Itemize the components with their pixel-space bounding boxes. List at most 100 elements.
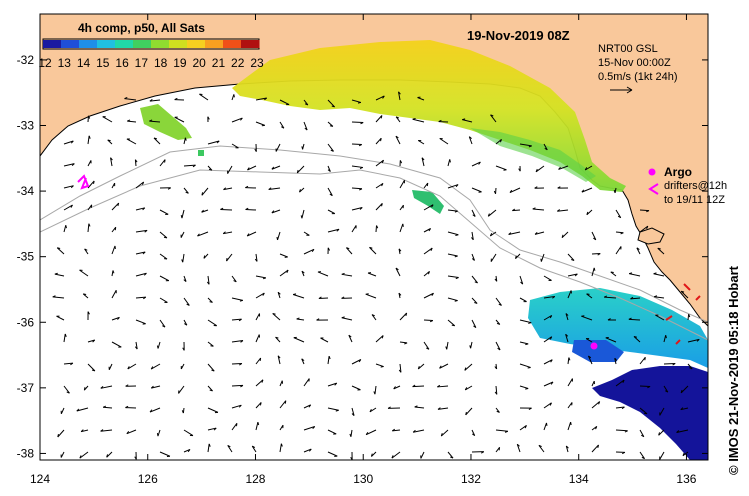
current-arrow (519, 319, 532, 324)
current-arrow (447, 209, 458, 212)
current-arrow (490, 253, 497, 262)
current-arrow-head (538, 444, 542, 448)
current-arrow (447, 231, 459, 236)
current-arrow (462, 119, 473, 123)
current-arrow-head (498, 303, 502, 306)
current-arrow-head (127, 366, 130, 370)
y-tick-label: -34 (17, 184, 35, 198)
current-arrow-head (182, 347, 185, 351)
current-arrow (231, 117, 243, 123)
current-arrow (639, 225, 649, 233)
current-arrow-head (54, 272, 58, 275)
colorbar-tick-label: 20 (193, 56, 207, 70)
current-arrow-head (87, 311, 90, 315)
current-arrow (587, 355, 593, 365)
current-arrow-head (455, 184, 459, 188)
current-arrow-head (207, 116, 210, 120)
current-arrow (604, 296, 617, 299)
current-arrow (255, 422, 259, 431)
current-arrow (586, 209, 593, 216)
current-arrow (391, 451, 401, 459)
current-arrow (591, 231, 597, 241)
current-arrow-head (348, 334, 352, 338)
current-arrow-head (427, 271, 430, 275)
current-arrow-head (239, 299, 243, 302)
map-frame (39, 13, 709, 461)
velocity-scale: 0.5m/s (1kt 24h) (598, 71, 677, 83)
current-arrow (279, 400, 287, 409)
current-arrow-head (464, 367, 467, 371)
current-arrow-head (360, 122, 364, 125)
current-arrow (135, 341, 138, 350)
current-arrow (657, 247, 665, 255)
current-arrow-head (412, 384, 416, 388)
current-arrow (318, 297, 329, 300)
current-arrow (231, 384, 243, 387)
current-arrow (471, 187, 482, 193)
current-arrow-head (395, 135, 399, 139)
current-arrow-head (430, 247, 433, 252)
current-arrow-head (398, 292, 402, 296)
current-arrow (565, 334, 569, 343)
current-arrow (303, 121, 308, 131)
current-arrow-head (646, 225, 649, 230)
current-arrow-head (257, 421, 260, 426)
current-arrow (157, 341, 161, 349)
current-arrow-head (471, 433, 475, 437)
current-arrow (423, 341, 430, 350)
current-arrow-head (301, 270, 305, 274)
current-arrow-head (550, 381, 554, 385)
current-arrow (567, 273, 578, 277)
current-arrow-head (549, 315, 553, 319)
current-arrow (581, 187, 593, 193)
current-arrow-head (597, 444, 600, 448)
current-arrow (63, 333, 66, 343)
sst-cool-inner (470, 128, 596, 182)
current-arrow-head (181, 410, 184, 414)
current-arrow-head (439, 365, 442, 369)
current-arrow (471, 253, 475, 261)
current-arrow-head (359, 207, 363, 210)
current-arrow (412, 118, 425, 123)
current-arrow-head (223, 187, 227, 190)
current-arrow-head (142, 207, 146, 211)
current-arrow-head (149, 409, 153, 413)
current-arrow (663, 385, 669, 393)
current-arrow-head (211, 369, 215, 372)
velocity-scale-arrow (610, 86, 633, 94)
current-arrow (636, 247, 641, 255)
current-arrow (532, 208, 545, 211)
current-arrow (375, 363, 384, 368)
current-arrow-head (535, 168, 538, 173)
current-arrow-head (240, 340, 244, 343)
current-arrow (630, 297, 641, 300)
current-arrow-head (64, 333, 67, 337)
current-arrow (327, 429, 337, 435)
x-tick-label: 130 (353, 472, 373, 486)
current-arrow-head (329, 193, 333, 197)
current-arrow-head (494, 366, 498, 370)
current-arrow-head (387, 406, 391, 409)
current-arrow (76, 407, 89, 412)
x-tick-label: 132 (461, 472, 481, 486)
current-arrow (207, 443, 210, 453)
current-arrow (149, 407, 161, 413)
current-arrow (470, 341, 473, 349)
current-arrow-head (240, 117, 243, 121)
current-arrow-head (293, 293, 297, 295)
current-arrow-head (57, 247, 61, 249)
current-arrow-head (468, 136, 472, 139)
current-arrow-head (272, 313, 276, 315)
current-arrow-head (450, 456, 454, 459)
current-arrow-head (653, 295, 658, 298)
current-arrow-head (216, 140, 220, 144)
current-arrow (87, 363, 96, 372)
current-arrow (135, 229, 148, 233)
current-arrow (490, 114, 497, 123)
current-arrow (490, 231, 497, 237)
current-arrow (519, 363, 531, 368)
current-arrow-head (245, 185, 249, 189)
current-arrow (54, 273, 65, 277)
axis-ticks: 124 126 128 130 132 134 136 -32 -33 -34 -35 -36 -37 -… (17, 14, 708, 486)
